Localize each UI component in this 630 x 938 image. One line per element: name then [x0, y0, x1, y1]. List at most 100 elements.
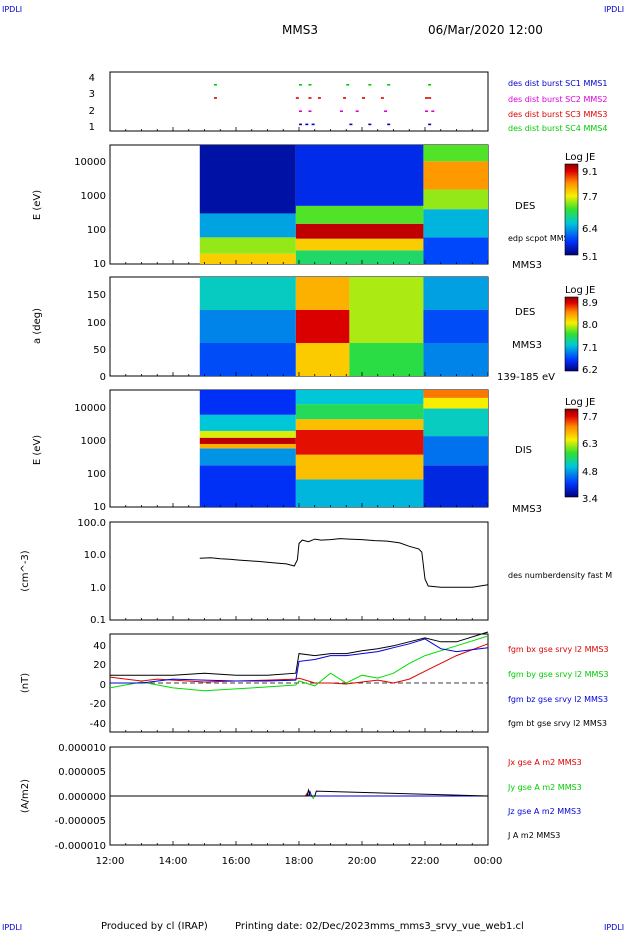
current-line	[110, 788, 489, 797]
burst-mark	[311, 123, 315, 126]
footer-produced-by: Produced by cl (IRAP)	[101, 921, 208, 932]
bfield-ytick: -40	[90, 719, 106, 730]
burst-mark	[349, 123, 353, 126]
spectrogram-cell	[295, 238, 424, 251]
des-energy-cbar-tick: 7.7	[582, 192, 598, 203]
spectrogram-cell	[423, 209, 488, 238]
burst-mark	[339, 110, 343, 112]
spectrogram-cell	[423, 408, 488, 437]
burst-mark	[213, 84, 217, 86]
burst-mark	[317, 97, 321, 99]
current-ytick: 0.000010	[58, 743, 106, 754]
burst-mark	[343, 97, 347, 99]
burst-mark	[346, 84, 350, 86]
des-energy-ylabel: E (eV)	[32, 190, 43, 220]
bfield-legend-bz: fgm bz gse srvy l2 MMS3	[508, 695, 608, 704]
burst-mark	[299, 123, 302, 126]
current-ytick: -0.000005	[55, 816, 106, 827]
dis-energy-colorbar-title: Log JE	[565, 397, 595, 408]
des-energy-cbar-tick: 6.4	[582, 224, 598, 235]
des-pitch-cbar-tick: 8.0	[582, 320, 598, 331]
des-energy-cbar-tick: 5.1	[582, 252, 598, 263]
burst-mark	[308, 110, 312, 112]
burst-mark	[387, 84, 391, 86]
corner-label-bottom-right: IPDLI	[604, 923, 624, 932]
spectrogram-cell	[423, 189, 488, 210]
bfield-legend-bt: fgm bt gse srvy l2 MMS3	[508, 719, 607, 728]
current-ytick: 0.000005	[58, 767, 106, 778]
density-ytick: 100.0	[77, 518, 106, 529]
burst-mark	[428, 84, 432, 86]
current-ylabel: (A/m2)	[20, 779, 31, 813]
burst-mark	[308, 84, 312, 86]
dis-energy-ytick: 10000	[74, 403, 106, 414]
des-energy-label: DES	[515, 201, 535, 212]
density-ytick: 10.0	[84, 550, 106, 561]
des-pitch-cbar-tick: 8.9	[582, 298, 598, 309]
spectrogram-cell	[295, 404, 424, 420]
spectrogram-cell	[423, 310, 488, 343]
spectrogram-cell	[199, 213, 296, 238]
time-tick: 12:00	[96, 856, 125, 867]
burst-mark	[299, 110, 302, 112]
density-legend: des numberdensity fast M	[508, 571, 612, 580]
corner-label-top-right: IPDLI	[604, 5, 624, 14]
spectrogram-cell	[199, 237, 296, 254]
burst-mark	[368, 84, 372, 86]
spectrogram-cell	[199, 465, 296, 507]
time-tick: 18:00	[285, 856, 314, 867]
time-tick: 22:00	[411, 856, 440, 867]
des-pitch-energy-range: 139-185 eV	[497, 372, 555, 383]
burst-mark	[299, 84, 302, 86]
des-pitch-ylabel: a (deg)	[32, 308, 43, 344]
spectrogram-cell	[199, 448, 296, 466]
dis-energy-label: DIS	[515, 445, 532, 456]
spectrogram-cell	[199, 390, 296, 415]
burst-mark	[387, 123, 391, 126]
spectrogram-cell	[423, 161, 488, 190]
spectrogram-cell	[423, 397, 488, 409]
spectrogram-cell	[295, 390, 424, 405]
burst-ytick-4: 4	[89, 73, 95, 84]
spectrogram-cell	[295, 145, 424, 206]
dis-energy-ytick: 10	[93, 502, 106, 513]
spectrogram-cell	[199, 253, 296, 264]
dis-energy-ytick: 100	[87, 469, 106, 480]
des-pitch-ytick: 50	[93, 345, 106, 356]
des-pitch-cbar-tick: 7.1	[582, 343, 598, 354]
burst-mark	[305, 123, 309, 126]
spectrogram-cell	[295, 223, 424, 239]
burst-mark	[380, 97, 384, 99]
current-legend-jz: Jz gse A m2 MMS3	[507, 807, 581, 816]
dis-energy-ytick: 1000	[81, 436, 106, 447]
spectrogram-cell	[423, 277, 488, 310]
des-energy-cbar-tick: 9.1	[582, 167, 598, 178]
density-panel-frame	[109, 521, 489, 621]
current-ytick: 0.000000	[58, 792, 106, 803]
bfield-legend-bx: fgm bx gse srvy l2 MMS3	[508, 645, 609, 654]
spectrogram-cell	[423, 343, 488, 376]
bfield-legend-by: fgm by gse srvy l2 MMS3	[508, 670, 609, 679]
spectrogram-cell	[199, 443, 296, 449]
des-pitch-colorbar	[564, 296, 579, 372]
burst-ytick-2: 2	[89, 106, 95, 117]
spectrogram-cell	[199, 414, 296, 431]
spectrogram-cell	[349, 277, 424, 310]
des-pitch-label: DES	[515, 307, 535, 318]
mission-title: MMS3	[282, 23, 318, 37]
spectrogram-cell	[423, 145, 488, 162]
burst-ytick-3: 3	[89, 89, 95, 100]
burst-mark	[425, 97, 428, 99]
des-energy-overlay-label: edp scpot MMS3	[508, 234, 574, 243]
density-ytick: 1.0	[90, 583, 106, 594]
bfield-line	[109, 643, 489, 685]
des-pitch-cbar-tick: 6.2	[582, 365, 598, 376]
dis-energy-ylabel: E (eV)	[32, 435, 43, 465]
spectrogram-cell	[423, 436, 488, 466]
spectrogram-cell	[423, 465, 488, 507]
dis-energy-cbar-tick: 3.4	[582, 494, 598, 505]
des-energy-colorbar-title: Log JE	[565, 152, 595, 163]
burst-mark	[431, 110, 435, 112]
spectrogram-cell	[199, 145, 296, 214]
